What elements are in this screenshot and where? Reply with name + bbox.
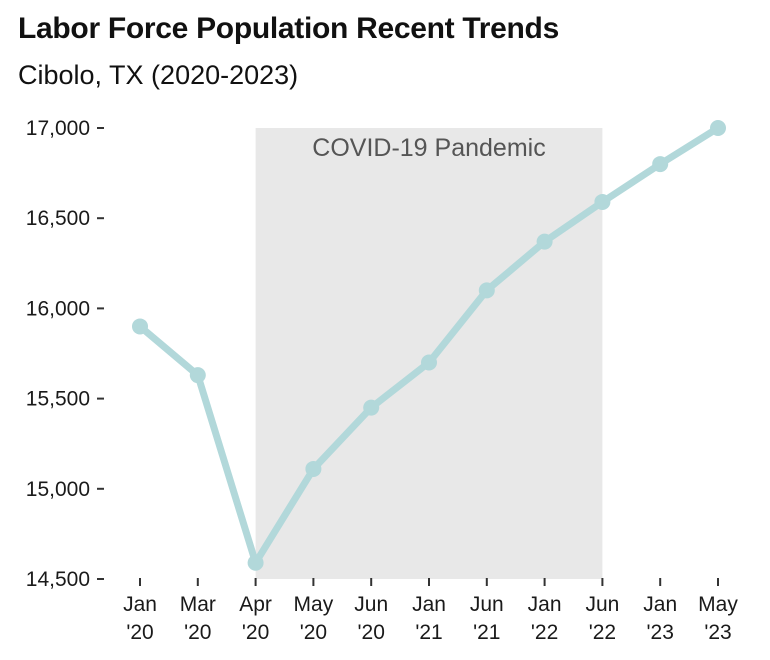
x-tick-label-month: Jan: [412, 593, 446, 616]
x-tick-label-month: Jan: [123, 593, 157, 616]
y-tick-label: 16,000: [26, 297, 90, 320]
covid-shaded-band: [255, 128, 603, 579]
y-tick-label: 16,500: [26, 207, 90, 230]
covid-band-layer: COVID-19 Pandemic: [255, 128, 603, 579]
x-tick-label-month: Apr: [239, 593, 272, 616]
x-tick-label-month: Jun: [354, 593, 388, 616]
x-tick-label-year: '22: [531, 621, 558, 644]
x-tick-label-month: Jan: [643, 593, 677, 616]
x-tick-label-year: '20: [184, 621, 211, 644]
data-point: [710, 120, 726, 136]
data-point: [536, 233, 553, 250]
x-tick-label-year: '23: [647, 621, 674, 644]
y-tick-label: 15,000: [26, 478, 90, 501]
points-layer: [132, 120, 726, 571]
x-tick-label-year: '20: [242, 621, 269, 644]
data-point: [132, 318, 148, 335]
x-tick-label-month: May: [294, 593, 334, 616]
x-tick-label-month: May: [698, 593, 738, 616]
x-tick-label-year: '23: [704, 621, 731, 644]
chart-subtitle: Cibolo, TX (2020-2023): [18, 60, 299, 90]
x-axis: Jan '20 Mar '20 Apr '20 May '20 Jun '20 Jan '21 Jun '…: [123, 578, 738, 644]
x-tick-label-year: '21: [473, 621, 500, 644]
data-point: [363, 399, 380, 416]
y-tick-label: 15,500: [26, 388, 90, 411]
data-point: [421, 354, 437, 371]
y-tick-label: 14,500: [26, 568, 90, 591]
data-point: [652, 156, 669, 173]
x-tick-label-year: '20: [358, 621, 385, 644]
data-point: [305, 460, 322, 477]
x-tick-label-month: Jun: [470, 593, 504, 616]
data-point: [594, 193, 611, 210]
x-tick-label-month: Mar: [180, 593, 216, 616]
x-tick-label-year: '20: [126, 621, 153, 644]
x-tick-label-year: '22: [589, 621, 616, 644]
data-point: [189, 367, 206, 384]
covid-band-label: COVID-19 Pandemic: [312, 134, 545, 162]
x-tick-label-month: Jun: [585, 593, 619, 616]
data-point: [478, 282, 495, 299]
data-point: [247, 554, 264, 571]
x-tick-label-year: '21: [415, 621, 442, 644]
y-tick-label: 17,000: [26, 117, 90, 140]
x-tick-label-year: '20: [300, 621, 327, 644]
x-tick-label-month: Jan: [528, 593, 562, 616]
y-axis: 14,500 15,000 15,500 16,000 16,500 17,000: [26, 117, 104, 591]
chart-title: Labor Force Population Recent Trends: [18, 12, 559, 45]
